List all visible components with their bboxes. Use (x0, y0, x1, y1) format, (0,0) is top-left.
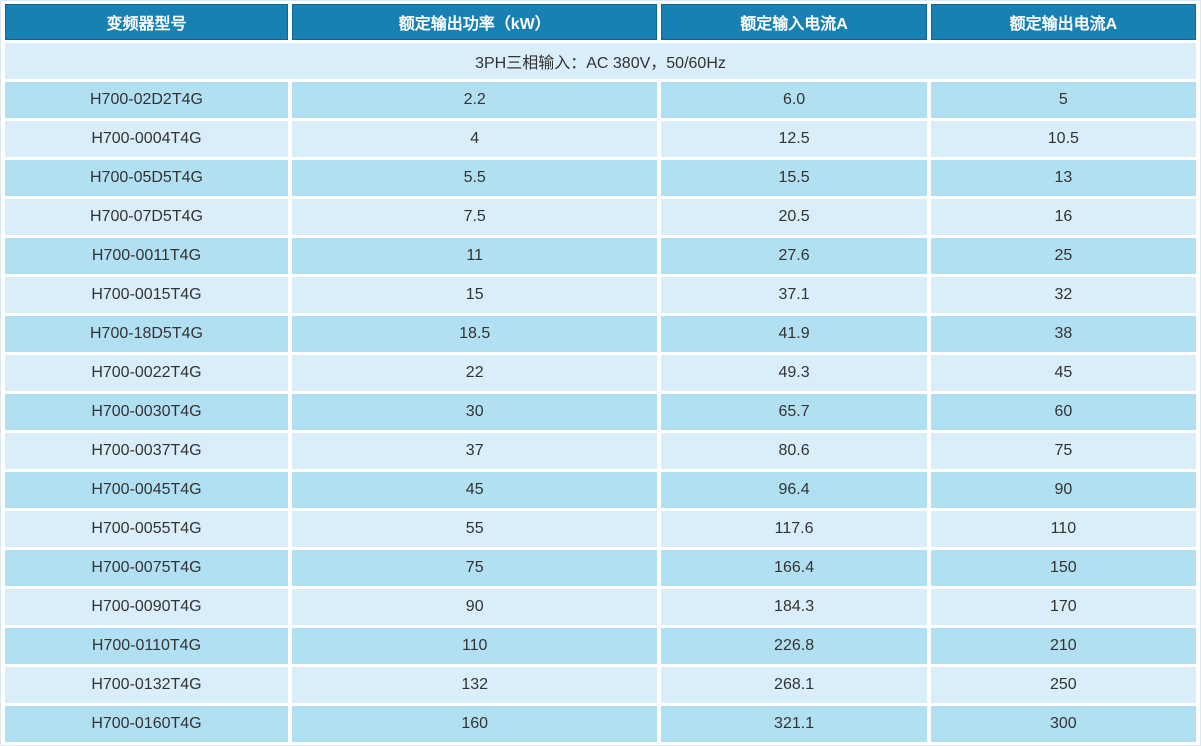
table-row: H700-18D5T4G 18.5 41.9 38 (5, 315, 1196, 352)
cell-power_kw: 55 (291, 510, 658, 547)
cell-power_kw: 37 (291, 432, 658, 469)
table-row: H700-0132T4G 132 268.1 250 (5, 666, 1196, 703)
cell-model: H700-0160T4G (5, 705, 288, 742)
cell-output_a: 110 (930, 510, 1196, 547)
table-row: H700-0160T4G 160 321.1 300 (5, 705, 1196, 742)
cell-power_kw: 11 (291, 237, 658, 274)
cell-output_a: 90 (930, 471, 1196, 508)
cell-power_kw: 30 (291, 393, 658, 430)
table-row: H700-0075T4G 75 166.4 150 (5, 549, 1196, 586)
cell-input_a: 27.6 (661, 237, 927, 274)
cell-model: H700-0022T4G (5, 354, 288, 391)
cell-input_a: 12.5 (661, 120, 927, 157)
cell-output_a: 45 (930, 354, 1196, 391)
cell-power_kw: 2.2 (291, 81, 658, 118)
cell-power_kw: 5.5 (291, 159, 658, 196)
cell-output_a: 32 (930, 276, 1196, 313)
cell-power_kw: 160 (291, 705, 658, 742)
table-row: H700-0045T4G 45 96.4 90 (5, 471, 1196, 508)
cell-power_kw: 18.5 (291, 315, 658, 352)
table-header: 变频器型号 额定输出功率（kW） 额定输入电流A 额定输出电流A (5, 4, 1196, 40)
cell-output_a: 60 (930, 393, 1196, 430)
column-header-model: 变频器型号 (5, 4, 288, 40)
cell-input_a: 184.3 (661, 588, 927, 625)
cell-power_kw: 110 (291, 627, 658, 664)
cell-model: H700-02D2T4G (5, 81, 288, 118)
table-row: H700-0022T4G 22 49.3 45 (5, 354, 1196, 391)
cell-power_kw: 22 (291, 354, 658, 391)
cell-input_a: 49.3 (661, 354, 927, 391)
cell-power_kw: 75 (291, 549, 658, 586)
cell-model: H700-0090T4G (5, 588, 288, 625)
cell-input_a: 37.1 (661, 276, 927, 313)
cell-output_a: 210 (930, 627, 1196, 664)
cell-input_a: 321.1 (661, 705, 927, 742)
cell-model: H700-0075T4G (5, 549, 288, 586)
cell-input_a: 96.4 (661, 471, 927, 508)
table-row: H700-0004T4G 4 12.5 10.5 (5, 120, 1196, 157)
cell-input_a: 41.9 (661, 315, 927, 352)
table-row: H700-05D5T4G 5.5 15.5 13 (5, 159, 1196, 196)
table-row: H700-0030T4G 30 65.7 60 (5, 393, 1196, 430)
table-row: H700-0090T4G 90 184.3 170 (5, 588, 1196, 625)
table-row: H700-0011T4G 11 27.6 25 (5, 237, 1196, 274)
cell-model: H700-0015T4G (5, 276, 288, 313)
cell-output_a: 170 (930, 588, 1196, 625)
group-header-row: 3PH三相输入：AC 380V，50/60Hz (5, 43, 1196, 79)
column-header-input-current: 额定输入电流A (661, 4, 927, 40)
cell-model: H700-0132T4G (5, 666, 288, 703)
cell-model: H700-0030T4G (5, 393, 288, 430)
cell-output_a: 25 (930, 237, 1196, 274)
table-body: H700-02D2T4G 2.2 6.0 5 H700-0004T4G 4 12.5 10.5… (5, 81, 1196, 742)
table-row: H700-02D2T4G 2.2 6.0 5 (5, 81, 1196, 118)
header-row: 变频器型号 额定输出功率（kW） 额定输入电流A 额定输出电流A (5, 4, 1196, 40)
cell-input_a: 117.6 (661, 510, 927, 547)
cell-power_kw: 132 (291, 666, 658, 703)
cell-input_a: 65.7 (661, 393, 927, 430)
cell-model: H700-0011T4G (5, 237, 288, 274)
cell-output_a: 38 (930, 315, 1196, 352)
table-row: H700-0110T4G 110 226.8 210 (5, 627, 1196, 664)
cell-model: H700-0110T4G (5, 627, 288, 664)
cell-output_a: 150 (930, 549, 1196, 586)
table-row: H700-0055T4G 55 117.6 110 (5, 510, 1196, 547)
cell-output_a: 250 (930, 666, 1196, 703)
cell-model: H700-0004T4G (5, 120, 288, 157)
cell-input_a: 166.4 (661, 549, 927, 586)
cell-output_a: 300 (930, 705, 1196, 742)
table-row: H700-07D5T4G 7.5 20.5 16 (5, 198, 1196, 235)
column-header-output-current: 额定输出电流A (930, 4, 1196, 40)
column-header-output-power: 额定输出功率（kW） (291, 4, 658, 40)
table-row: H700-0015T4G 15 37.1 32 (5, 276, 1196, 313)
cell-output_a: 75 (930, 432, 1196, 469)
cell-input_a: 80.6 (661, 432, 927, 469)
cell-model: H700-18D5T4G (5, 315, 288, 352)
cell-model: H700-05D5T4G (5, 159, 288, 196)
cell-power_kw: 15 (291, 276, 658, 313)
cell-model: H700-0045T4G (5, 471, 288, 508)
cell-power_kw: 90 (291, 588, 658, 625)
cell-model: H700-0055T4G (5, 510, 288, 547)
table-row: H700-0037T4G 37 80.6 75 (5, 432, 1196, 469)
cell-input_a: 226.8 (661, 627, 927, 664)
cell-power_kw: 7.5 (291, 198, 658, 235)
cell-output_a: 13 (930, 159, 1196, 196)
cell-input_a: 268.1 (661, 666, 927, 703)
cell-input_a: 15.5 (661, 159, 927, 196)
cell-power_kw: 45 (291, 471, 658, 508)
cell-input_a: 6.0 (661, 81, 927, 118)
cell-input_a: 20.5 (661, 198, 927, 235)
cell-output_a: 10.5 (930, 120, 1196, 157)
cell-output_a: 16 (930, 198, 1196, 235)
cell-power_kw: 4 (291, 120, 658, 157)
cell-model: H700-07D5T4G (5, 198, 288, 235)
group-header-label: 3PH三相输入：AC 380V，50/60Hz (5, 43, 1196, 79)
cell-output_a: 5 (930, 81, 1196, 118)
cell-model: H700-0037T4G (5, 432, 288, 469)
